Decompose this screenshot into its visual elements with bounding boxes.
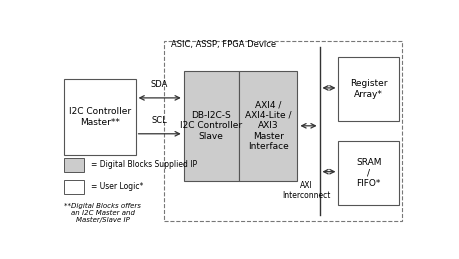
FancyBboxPatch shape — [184, 71, 239, 181]
Text: AXI4 /
AXI4-Lite /
AXI3
Master
Interface: AXI4 / AXI4-Lite / AXI3 Master Interface — [245, 100, 291, 151]
FancyBboxPatch shape — [338, 141, 399, 205]
Text: SDA: SDA — [151, 80, 168, 89]
Text: I2C Controller
Master**: I2C Controller Master** — [69, 107, 131, 127]
FancyBboxPatch shape — [239, 71, 297, 181]
FancyBboxPatch shape — [65, 180, 84, 194]
FancyBboxPatch shape — [65, 79, 136, 155]
Text: = User Logic*: = User Logic* — [91, 182, 144, 191]
Text: SRAM
/
FIFO*: SRAM / FIFO* — [356, 158, 381, 188]
Text: SCL: SCL — [152, 116, 168, 125]
FancyBboxPatch shape — [65, 158, 84, 172]
FancyBboxPatch shape — [338, 57, 399, 121]
Text: AXI
Interconnect: AXI Interconnect — [282, 181, 330, 200]
Text: **Digital Blocks offers
an I2C Master and
Master/Slave IP: **Digital Blocks offers an I2C Master an… — [65, 203, 141, 223]
Text: ASIC, ASSP, FPGA Device: ASIC, ASSP, FPGA Device — [171, 40, 276, 48]
Text: = Digital Blocks Supplied IP: = Digital Blocks Supplied IP — [91, 160, 197, 169]
Text: DB-I2C-S
I2C Controller
Slave: DB-I2C-S I2C Controller Slave — [180, 111, 242, 141]
Text: Register
Array*: Register Array* — [350, 79, 387, 99]
